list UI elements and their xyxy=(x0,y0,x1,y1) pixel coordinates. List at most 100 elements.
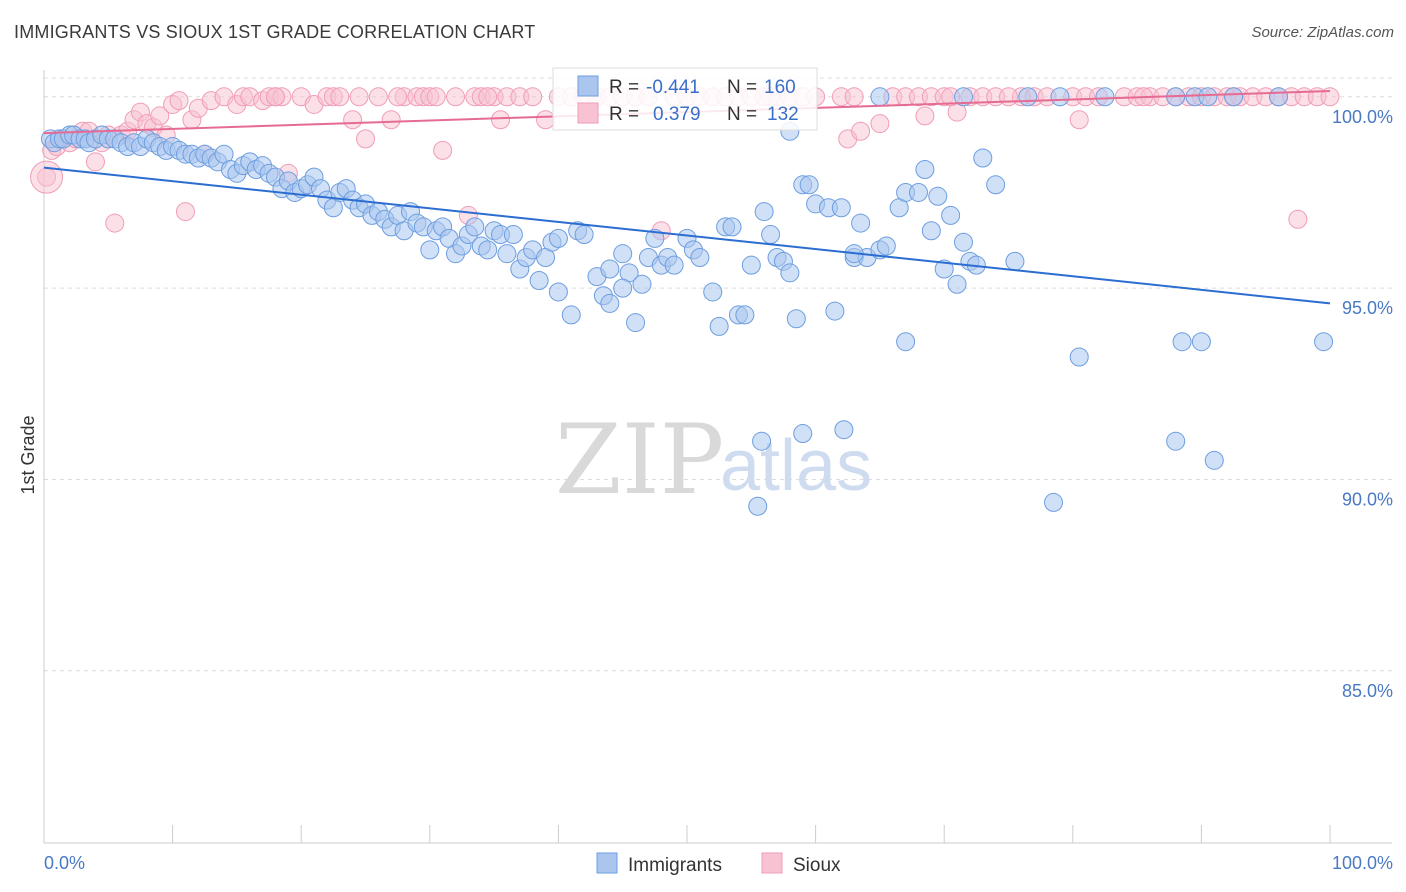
point-immigrants xyxy=(613,244,633,264)
point-immigrants xyxy=(921,221,941,241)
point-immigrants xyxy=(896,332,916,352)
point-immigrants xyxy=(703,282,723,302)
point-immigrants xyxy=(735,305,755,325)
point-immigrants xyxy=(973,148,993,168)
point-immigrants xyxy=(574,225,594,245)
point-sioux xyxy=(381,110,401,130)
point-immigrants xyxy=(529,270,549,290)
point-immigrants xyxy=(709,316,729,336)
point-immigrants xyxy=(1005,251,1025,271)
point-immigrants xyxy=(465,217,485,237)
point-immigrants xyxy=(928,186,948,206)
legend-swatch-sioux xyxy=(577,102,599,124)
y-tick-label: 90.0% xyxy=(1342,489,1393,509)
point-immigrants xyxy=(548,282,568,302)
point-sioux xyxy=(105,213,125,233)
point-sioux xyxy=(870,114,890,134)
point-immigrants xyxy=(741,255,761,275)
point-immigrants xyxy=(876,236,896,256)
point-immigrants xyxy=(478,240,498,260)
y-axis-label: 1st Grade xyxy=(18,415,38,494)
point-sioux xyxy=(1320,87,1340,107)
point-sioux xyxy=(446,87,466,107)
point-immigrants xyxy=(752,431,772,451)
legend-r-label-2: R = xyxy=(609,104,639,125)
stats-legend: R = -0.441 N = 160 R = 0.379 N = 132 xyxy=(552,67,818,131)
legend-n-label-1: N = xyxy=(727,77,757,98)
legend-r-value-2: 0.379 xyxy=(653,104,701,125)
x-tick-labels: 0.0% 100.0% xyxy=(44,853,1393,873)
point-immigrants xyxy=(1198,87,1218,107)
bottom-legend-sioux: Sioux xyxy=(793,855,841,876)
point-sioux xyxy=(433,140,453,160)
point-sioux xyxy=(1288,209,1308,229)
point-sioux xyxy=(356,129,375,149)
point-sioux xyxy=(999,87,1018,107)
point-immigrants xyxy=(786,309,806,329)
point-immigrants xyxy=(908,182,928,202)
point-sioux xyxy=(915,106,935,126)
point-sioux xyxy=(426,87,446,107)
point-immigrants xyxy=(1069,347,1089,367)
point-immigrants xyxy=(870,87,890,107)
point-immigrants xyxy=(934,259,954,279)
legend-r-label-1: R = xyxy=(609,77,639,98)
point-immigrants xyxy=(754,202,774,222)
point-immigrants xyxy=(613,278,633,298)
point-sioux xyxy=(265,87,285,107)
point-sioux xyxy=(150,106,170,126)
point-immigrants xyxy=(793,424,813,444)
point-sioux xyxy=(169,91,189,111)
legend-swatch-immigrants xyxy=(577,75,599,97)
point-sioux xyxy=(844,87,864,107)
point-sioux xyxy=(343,110,363,130)
point-sioux xyxy=(388,87,408,107)
point-immigrants xyxy=(1172,332,1192,352)
point-sioux xyxy=(851,121,871,141)
watermark-zip: ZIP xyxy=(555,404,724,516)
point-immigrants xyxy=(503,225,523,245)
point-immigrants xyxy=(420,240,440,260)
point-sioux xyxy=(478,87,498,107)
legend-r-value-1: -0.441 xyxy=(646,77,700,98)
legend-n-label-2: N = xyxy=(727,104,757,125)
point-sioux xyxy=(85,152,105,172)
y-tick-labels: 100.0% 95.0% 90.0% 85.0% xyxy=(1332,107,1393,701)
watermark: ZIP atlas xyxy=(555,404,872,516)
point-immigrants xyxy=(664,255,684,275)
series-immigrants xyxy=(40,87,1334,516)
point-immigrants xyxy=(1095,87,1115,107)
point-immigrants xyxy=(834,420,854,440)
y-tick-label: 95.0% xyxy=(1342,298,1393,318)
point-immigrants xyxy=(1224,87,1244,107)
point-immigrants xyxy=(1050,87,1070,107)
point-immigrants xyxy=(953,87,973,107)
legend-n-value-2: 132 xyxy=(767,104,799,125)
y-tick-label: 100.0% xyxy=(1332,107,1393,127)
point-sioux xyxy=(349,87,369,107)
point-immigrants xyxy=(548,228,568,248)
point-sioux xyxy=(523,87,543,107)
bottom-legend-swatch-immigrants xyxy=(596,852,618,874)
point-sioux xyxy=(368,87,388,107)
trend-line-immigrants xyxy=(43,166,1331,305)
point-sioux xyxy=(175,202,195,222)
point-immigrants xyxy=(1204,450,1224,470)
point-immigrants xyxy=(915,159,935,179)
point-immigrants xyxy=(831,198,851,218)
y-tick-label: 85.0% xyxy=(1342,681,1393,701)
point-immigrants xyxy=(690,248,710,268)
x-tick-label-start: 0.0% xyxy=(44,853,85,873)
point-immigrants xyxy=(1269,87,1289,107)
point-immigrants xyxy=(600,293,620,313)
point-immigrants xyxy=(722,217,742,237)
point-immigrants xyxy=(1191,332,1211,352)
bottom-legend-swatch-sioux xyxy=(761,852,783,874)
bottom-legend-immigrants: Immigrants xyxy=(628,855,722,876)
point-immigrants xyxy=(799,175,819,195)
point-immigrants xyxy=(825,301,845,321)
legend-n-value-1: 160 xyxy=(764,77,796,98)
point-sioux xyxy=(536,110,556,130)
point-immigrants xyxy=(626,313,646,333)
